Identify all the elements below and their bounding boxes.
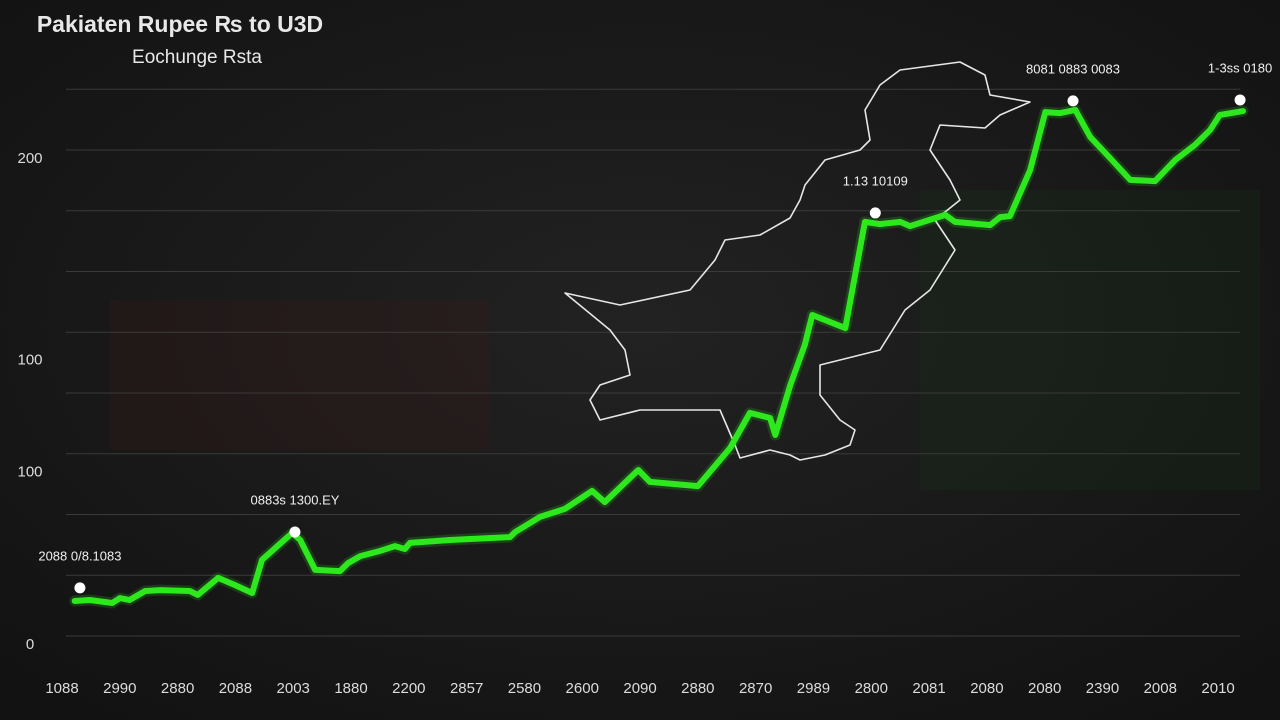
x-tick-label: 2090 bbox=[623, 680, 656, 697]
x-tick-label: 2010 bbox=[1201, 680, 1234, 697]
y-tick-label: 0 bbox=[26, 636, 34, 653]
x-tick-label: 2880 bbox=[161, 680, 194, 697]
background-glow bbox=[110, 300, 490, 450]
x-tick-label: 2200 bbox=[392, 680, 425, 697]
x-tick-label: 2580 bbox=[508, 680, 541, 697]
plot: 0 100 100 200 1088 2990 2880 2088 2003 1880 2200 28… bbox=[17, 60, 1272, 697]
x-tick-label: 2800 bbox=[855, 680, 888, 697]
x-tick-label: 2081 bbox=[912, 680, 945, 697]
x-tick-label: 2080 bbox=[970, 680, 1003, 697]
x-tick-label: 2989 bbox=[797, 680, 830, 697]
annotation-dot bbox=[1234, 94, 1246, 106]
x-tick-label: 2390 bbox=[1086, 680, 1119, 697]
x-tick-label: 2080 bbox=[1028, 680, 1061, 697]
annotation-label: 0883s 1300.EY bbox=[251, 492, 340, 507]
x-tick-label: 2600 bbox=[566, 680, 599, 697]
x-tick-label: 1088 bbox=[45, 680, 78, 697]
x-tick-label: 1880 bbox=[334, 680, 367, 697]
annotation-dot bbox=[74, 582, 86, 594]
y-tick-label: 100 bbox=[17, 463, 42, 480]
annotation-label: 2088 0/8.1083 bbox=[38, 548, 121, 563]
x-tick-label: 2857 bbox=[450, 680, 483, 697]
x-tick-label: 2870 bbox=[739, 680, 772, 697]
y-tick-label: 200 bbox=[17, 150, 42, 167]
chart-subtitle: Eochunge Rsta bbox=[132, 47, 262, 68]
annotation-dot bbox=[1067, 95, 1079, 107]
x-tick-label: 2088 bbox=[219, 680, 252, 697]
y-tick-label: 100 bbox=[17, 352, 42, 369]
background-glow bbox=[920, 190, 1260, 490]
grid bbox=[66, 88, 1240, 637]
x-tick-label: 2880 bbox=[681, 680, 714, 697]
annotation-dot bbox=[289, 526, 301, 538]
chart-title: Pakiaten Rupee ₨ to U3D bbox=[37, 11, 323, 37]
x-tick-label: 2990 bbox=[103, 680, 136, 697]
annotation-label: 1-3ss 0180 bbox=[1208, 60, 1272, 75]
data-line bbox=[71, 106, 1246, 606]
x-tick-label: 2008 bbox=[1144, 680, 1177, 697]
annotation-dot bbox=[869, 207, 881, 219]
annotation-label: 8081 0883 0083 bbox=[1026, 61, 1120, 76]
x-tick-label: 2003 bbox=[277, 680, 310, 697]
annotation-label: 1.13 10109 bbox=[843, 173, 908, 188]
